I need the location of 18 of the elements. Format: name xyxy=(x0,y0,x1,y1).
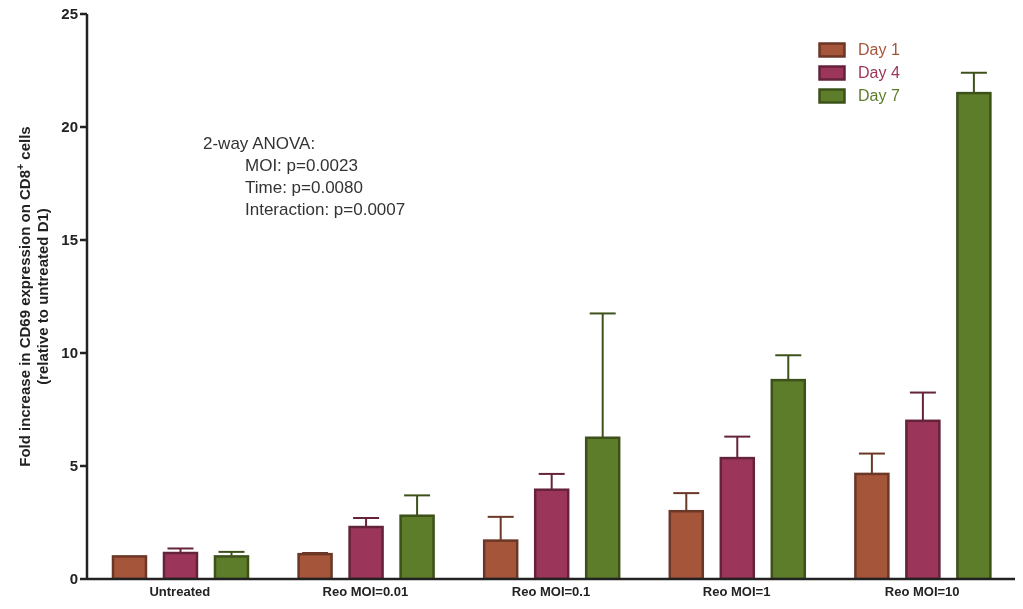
text: 2-way ANOVA: xyxy=(203,134,316,153)
x-tick-label: Reo MOI=0.1 xyxy=(511,584,591,600)
text: Time: p=0.0080 xyxy=(245,178,363,197)
y-tick-label: 15 xyxy=(61,231,78,249)
x-tick-label: Reo MOI=10 xyxy=(884,584,960,600)
y-tick-label: 5 xyxy=(69,457,78,475)
legend-label: Day 7 xyxy=(858,86,900,105)
legend-label: Day 4 xyxy=(858,63,900,82)
text: MOI: p=0.0023 xyxy=(245,156,358,175)
y-tick-label: 10 xyxy=(61,344,78,362)
x-tick-label: Untreated xyxy=(149,584,211,600)
x-tick-label: Reo MOI=0.01 xyxy=(322,584,409,600)
text: Interaction: p=0.0007 xyxy=(245,200,406,219)
y-tick-label: 25 xyxy=(61,5,78,23)
y-tick-label: 20 xyxy=(61,118,78,136)
x-tick-label: Reo MOI=1 xyxy=(702,584,771,600)
y-tick-label: 0 xyxy=(69,570,78,588)
legend-label: Day 1 xyxy=(858,40,900,59)
